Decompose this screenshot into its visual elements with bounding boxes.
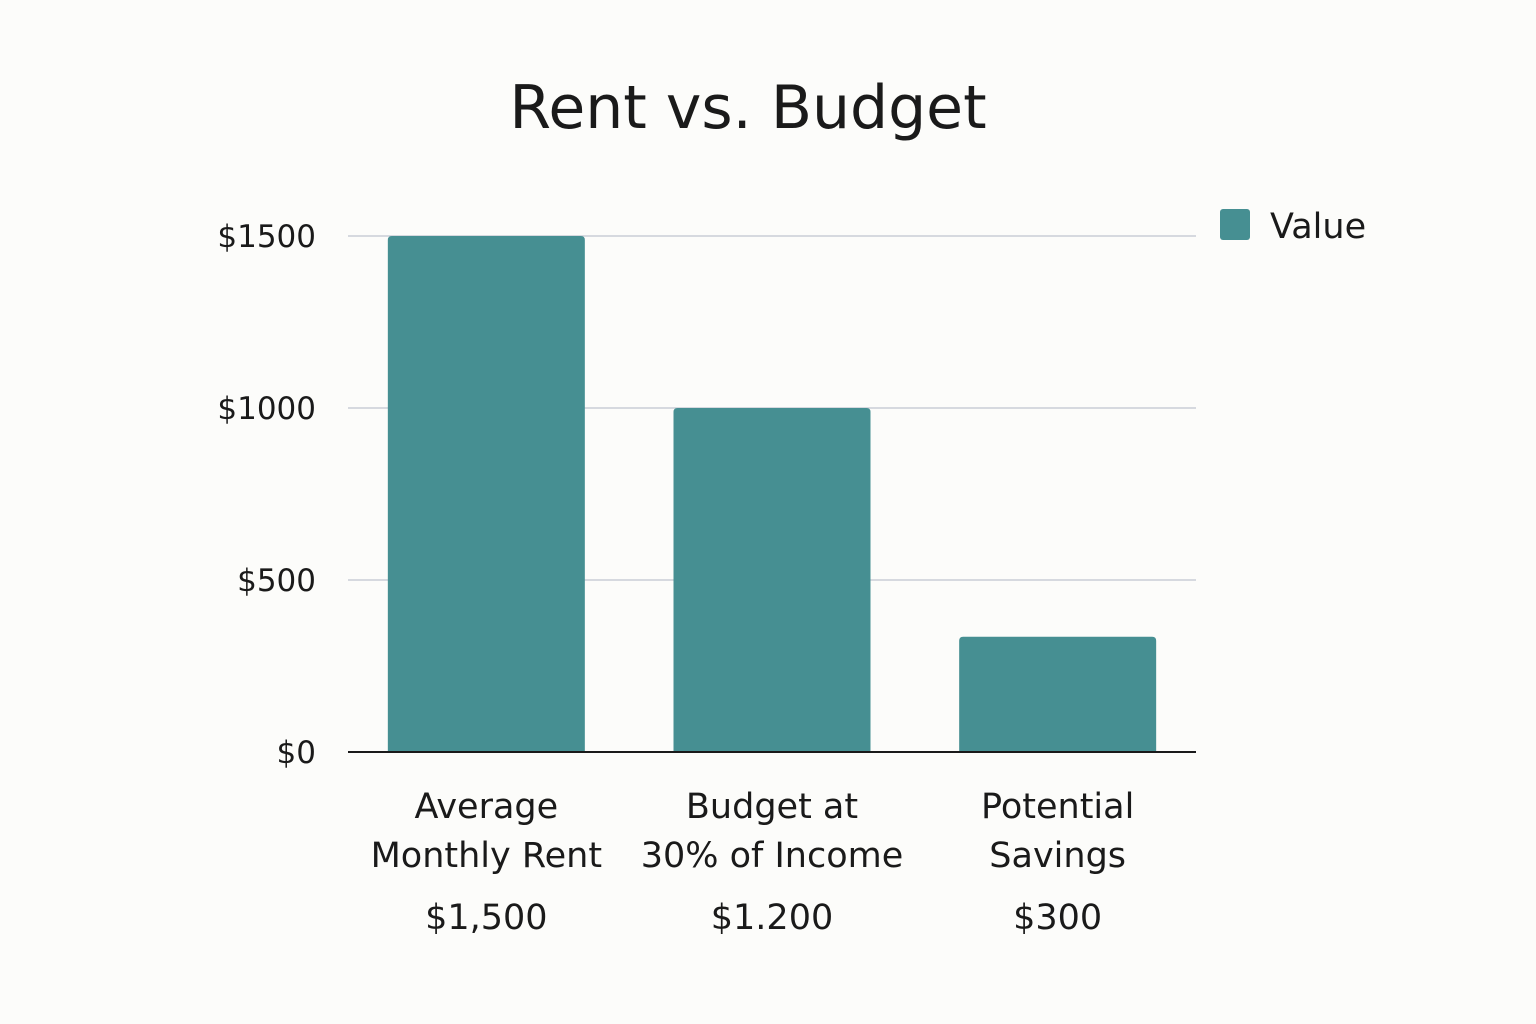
y-tick-label: $500: [237, 563, 316, 599]
y-tick-labels: $0 $500 $1000 $1500: [217, 219, 316, 771]
x-tick-label: Monthly Rent: [371, 836, 602, 876]
data-label: $1.200: [711, 898, 833, 938]
bars: [387, 236, 1157, 752]
legend: Value: [1220, 207, 1366, 247]
data-label: $300: [1013, 898, 1102, 938]
y-tick-label: $1000: [217, 391, 316, 427]
x-tick-label: Budget at: [686, 787, 858, 827]
x-tick-label: 30% of Income: [641, 836, 904, 876]
data-label: $1,500: [425, 898, 547, 938]
x-category-labels: Average Monthly Rent $1,500 Budget at 30% of…: [371, 787, 1135, 938]
y-tick-label: $0: [277, 735, 316, 771]
bar: [673, 408, 871, 752]
bar: [387, 236, 585, 752]
x-tick-label: Savings: [989, 836, 1126, 876]
bar: [959, 636, 1157, 752]
legend-label: Value: [1270, 207, 1366, 247]
chart-title: Rent vs. Budget: [509, 73, 986, 143]
x-tick-label: Potential: [981, 787, 1134, 827]
y-tick-label: $1500: [217, 219, 316, 255]
x-tick-label: Average: [414, 787, 558, 827]
legend-swatch: [1220, 209, 1250, 240]
